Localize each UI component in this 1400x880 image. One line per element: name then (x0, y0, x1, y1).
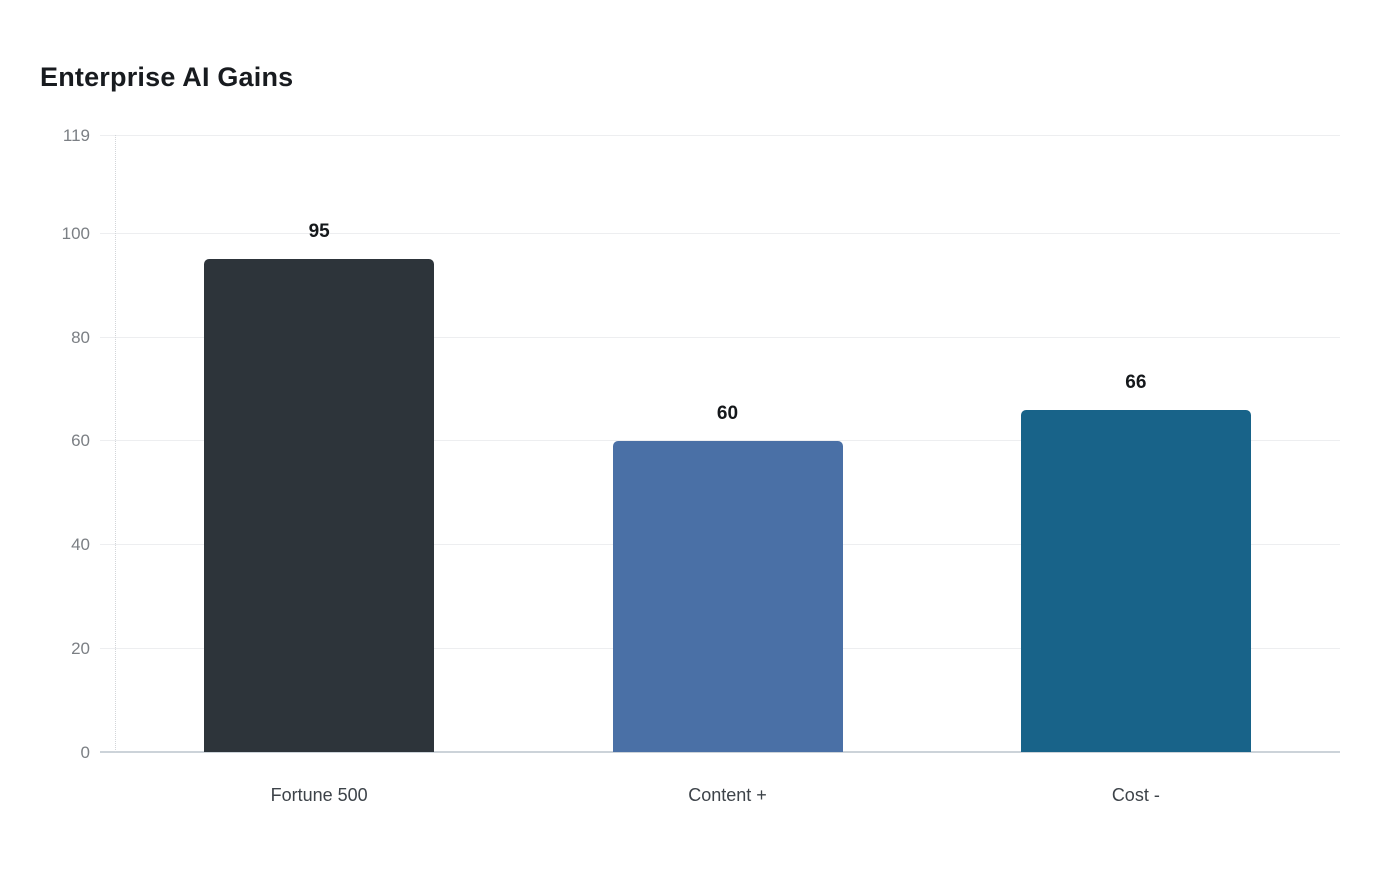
gridline (100, 233, 1340, 234)
y-tick-label: 60 (71, 431, 90, 451)
y-tick-label: 80 (71, 327, 90, 347)
category-label: Fortune 500 (270, 785, 368, 805)
y-tick-label: 119 (62, 125, 90, 145)
gridline (100, 134, 1340, 136)
bar-value-label: 66 (1125, 371, 1147, 393)
bar[interactable] (612, 440, 843, 752)
bar[interactable] (204, 259, 435, 752)
bar-value-label: 95 (308, 221, 330, 243)
x-axis-baseline (100, 751, 1340, 753)
y-tick-label: 100 (61, 224, 90, 243)
bar-value-label: 60 (716, 402, 739, 424)
y-tick-label: 0 (80, 742, 90, 762)
category-label: Content + (688, 785, 767, 805)
gridline (100, 336, 1340, 338)
bar[interactable] (1020, 409, 1251, 752)
category-label: Cost - (1111, 785, 1160, 805)
y-tick-label: 40 (71, 535, 90, 555)
chart-title: Enterprise AI Gains (40, 62, 294, 92)
y-axis-line (115, 135, 116, 752)
y-tick-label: 20 (71, 638, 90, 658)
